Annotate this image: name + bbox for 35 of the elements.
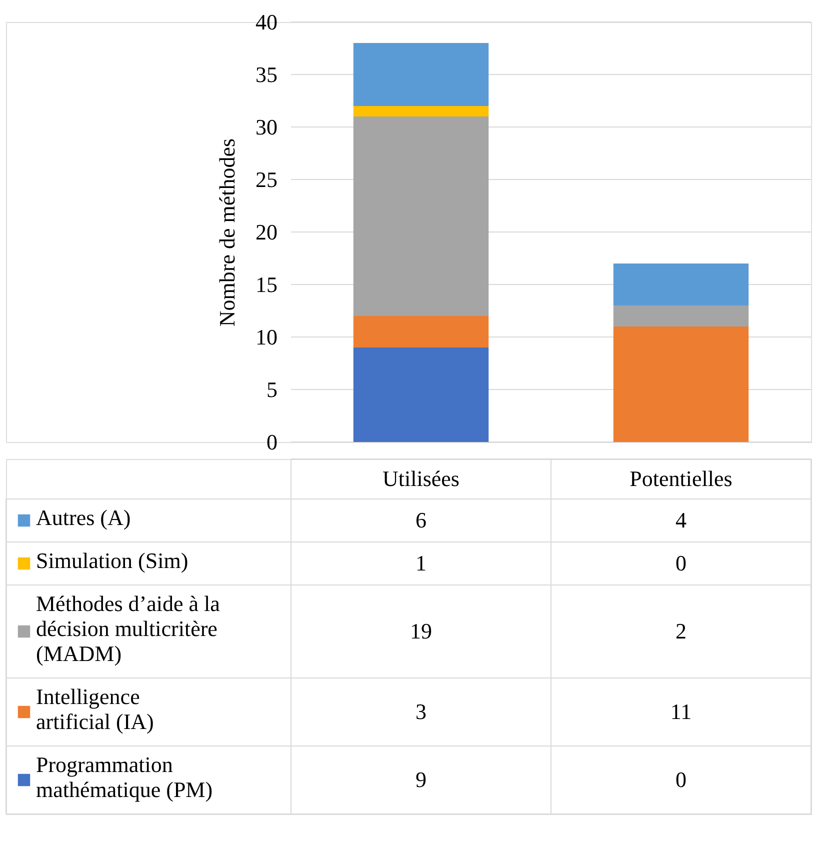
bar	[613, 306, 749, 326]
y-tick-label: 15	[256, 272, 278, 297]
y-tick-label: 30	[256, 114, 278, 140]
data-label: 19	[410, 618, 432, 644]
bar	[613, 326, 749, 442]
bar	[353, 348, 489, 442]
y-tick-label: 35	[256, 62, 278, 87]
data-label: 2	[676, 618, 686, 644]
data-label: 3	[416, 699, 426, 724]
y-tick-label: 40	[256, 10, 278, 34]
data-label: 11	[670, 699, 692, 724]
bar	[613, 264, 749, 306]
data-label: 1	[416, 550, 426, 576]
y-axis-title: Nombre de méthodes	[214, 138, 240, 327]
data-label: 9	[416, 767, 426, 792]
legend-label: Autres (A)	[36, 505, 131, 530]
data-label: 4	[676, 508, 686, 532]
data-label: 6	[416, 508, 426, 532]
data-label: 0	[676, 550, 686, 576]
bar	[353, 43, 489, 106]
y-tick-label: 10	[256, 324, 278, 350]
data-label: 0	[676, 767, 686, 792]
legend-label: Programmation mathématique (PM)	[36, 752, 213, 802]
y-tick-label: 0	[266, 430, 278, 454]
bar	[353, 316, 489, 348]
bar	[353, 116, 489, 316]
y-tick-label: 5	[266, 377, 278, 402]
y-tick-label: 20	[256, 220, 278, 244]
x-tick-label: Utilisées	[382, 466, 460, 491]
bar	[353, 106, 489, 116]
legend-label: Simulation (Sim)	[36, 548, 188, 573]
x-tick-label: Potentielles	[630, 466, 732, 491]
y-tick-label: 25	[256, 167, 278, 192]
legend-label: Intelligence artificial (IA)	[36, 684, 154, 734]
legend-label: Méthodes d’aide à la décision multicritère (MADM)	[36, 591, 220, 666]
